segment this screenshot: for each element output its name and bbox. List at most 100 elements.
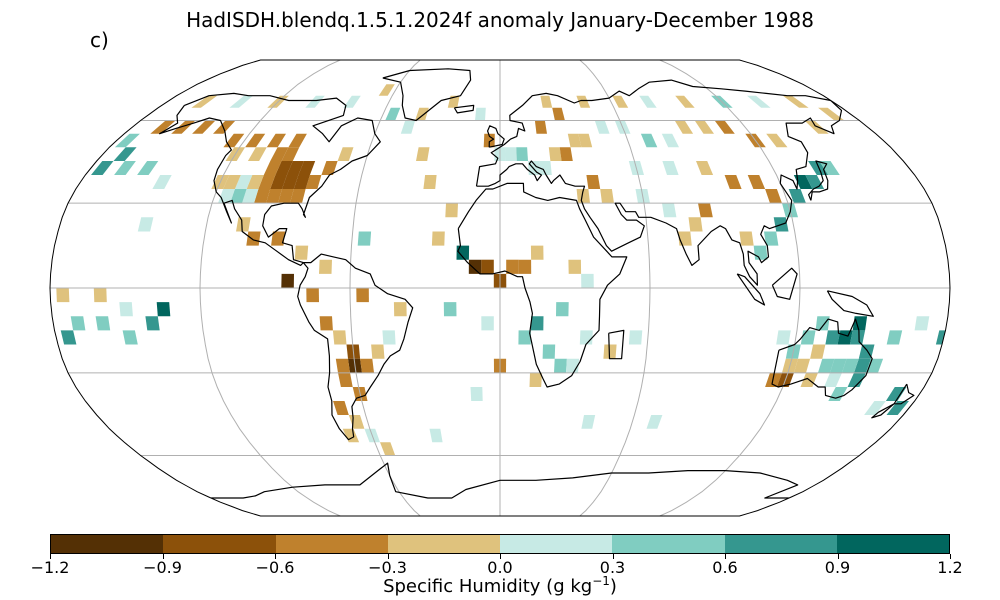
grid-cell [818,358,835,373]
coastline-great-britain [487,125,505,148]
coastline-madagascar [608,329,625,360]
colorbar-tick-label: −0.6 [255,558,295,577]
grid-cell [230,189,247,204]
colorbar-tick-label: −0.3 [368,558,407,577]
panel-label: c) [90,28,109,52]
grid-cell [156,302,171,317]
grid-cell [885,387,907,401]
grid-cell [443,302,457,317]
grid-cell [830,358,847,373]
grid-cell [223,133,245,148]
grid-cell [242,189,259,204]
grid-cell [556,302,569,317]
grid-cell [528,161,541,175]
grid-cell [539,161,552,175]
grid-cell [852,316,868,331]
grid-cell [281,273,294,288]
coastline-borneo [771,267,798,300]
grid-cell [518,259,532,274]
grid-cell [747,95,771,108]
colorbar-tick-mark [500,554,501,559]
grid-cell [529,372,542,387]
colorbar-segment [612,535,725,553]
colorbar-segment [387,535,500,553]
grid-cell [152,175,172,189]
grid-cell [662,203,677,218]
colorbar-segment [724,535,837,553]
grid-cell [254,189,271,204]
grid-cell [380,442,396,456]
grid-cell [258,175,276,189]
grid-cell [245,133,266,148]
grid-cell [559,147,573,161]
grid-cell [788,189,806,204]
grid-cell [804,120,829,134]
grid-cell [540,95,553,108]
grid-cell [603,344,617,359]
grid-cell [849,330,866,345]
grid-cell [842,358,859,373]
grid-cell [578,133,593,148]
grid-cell [213,120,236,134]
grid-cell [747,175,766,189]
grid-cell [271,231,286,246]
coastline-africa [457,182,628,388]
grid-cell [278,189,294,204]
grid-cell [914,316,930,331]
grid-cell [270,175,287,189]
chart-title: HadISDH.blendq.1.5.1.2024f anomaly Janua… [186,8,814,32]
colorbar-tick-label: 1.2 [937,558,963,577]
grid-cell [552,107,565,121]
colorbar-tick-label: −0.9 [143,558,182,577]
grid-cell [576,189,590,204]
grid-cell [518,330,531,345]
grid-cell [338,372,353,387]
grid-cell [567,133,582,148]
grid-cell [815,316,830,331]
colorbar-label-text: Specific Humidity (g kg [383,576,593,597]
grid-cell [468,259,482,274]
grid-cell [415,107,429,121]
grid-cell [360,358,374,373]
coastline-japan [808,160,829,201]
grid-cell [581,415,596,429]
coastline-antarctica [211,462,799,499]
grid-cell [530,245,544,260]
coastline-australia [771,318,873,399]
grid-cell [343,95,361,108]
grid-cell [332,330,347,345]
grid-cell [714,120,735,134]
grid-cell [445,203,458,218]
grid-cell [696,161,714,175]
grid-cell [698,203,713,218]
grid-cell [782,95,809,108]
grid-cell [319,316,333,331]
grid-cell [764,231,779,246]
coastline-sumatra [736,273,766,306]
grid-cell [393,302,407,317]
coastline-eurasia [475,79,843,286]
coastline-iceland [453,104,475,114]
grid-cell [342,428,360,443]
grid-cell [886,401,909,415]
colorbar-tick-label: 0.3 [599,558,626,577]
grid-cell [483,133,495,148]
coastline-south-america [297,253,414,441]
grid-cell [794,358,811,373]
colorbar-tick-label: 0.9 [824,558,851,577]
grid-cell [661,133,679,148]
colorbar-label: Specific Humidity (g kg−1) [0,574,1000,597]
grid-cell [864,401,886,415]
colorbar-tick-mark [725,554,726,559]
grid-cell [542,344,556,359]
colorbar-tick-mark [162,554,164,559]
grid-cell [808,161,829,175]
grid-cell [431,231,445,246]
grid-cell [337,147,354,161]
grid-cell [576,95,591,108]
grid-cell [753,245,768,260]
grid-cell [321,161,338,175]
grid-cell [662,161,679,175]
grid-cell [378,84,395,96]
grid-cell [70,316,86,331]
